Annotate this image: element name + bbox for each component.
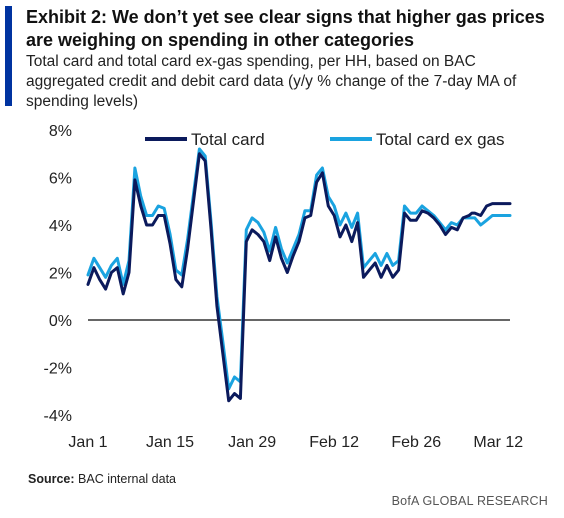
series-line-total-card-ex-gas: [86, 147, 512, 391]
y-axis: 8% 6% 4% 2% 0% -2% -4%: [44, 123, 72, 425]
y-tick-label: 8%: [49, 123, 72, 140]
y-tick-label: 0%: [49, 313, 72, 330]
title-accent-bar: [5, 6, 12, 106]
legend-label-total-card-ex-gas: Total card ex gas: [376, 130, 505, 149]
y-tick-label: -4%: [44, 408, 72, 425]
x-tick-label: Jan 1: [68, 434, 107, 451]
legend-label-total-card: Total card: [191, 130, 265, 149]
x-tick-label: Jan 29: [228, 434, 276, 451]
x-tick-label: Mar 12: [473, 434, 523, 451]
y-tick-label: -2%: [44, 361, 72, 378]
x-tick-label: Jan 15: [146, 434, 194, 451]
source-label: Source:: [28, 472, 75, 486]
x-axis: Jan 1 Jan 15 Jan 29 Feb 12 Feb 26 Mar 12: [68, 434, 523, 451]
line-chart: 8% 6% 4% 2% 0% -2% -4% Jan 1 Jan 15 Jan 29 Feb 12…: [44, 123, 524, 451]
exhibit-title: Exhibit 2: We don’t yet see clear signs …: [26, 7, 545, 50]
brand-footer: BofA GLOBAL RESEARCH: [391, 494, 548, 508]
y-tick-label: 2%: [49, 266, 72, 283]
chart-legend: Total card Total card ex gas: [145, 130, 505, 149]
exhibit-subtitle: Total card and total card ex-gas spendin…: [26, 53, 517, 110]
series-line-total-card: [86, 152, 512, 403]
exhibit-header: Exhibit 2: We don’t yet see clear signs …: [26, 6, 558, 112]
x-tick-label: Feb 26: [391, 434, 441, 451]
source-note: Source: BAC internal data: [28, 472, 176, 486]
y-tick-label: 6%: [49, 171, 72, 188]
series-lines: [86, 147, 512, 403]
source-text: BAC internal data: [78, 472, 177, 486]
y-tick-label: 4%: [49, 218, 72, 235]
x-tick-label: Feb 12: [309, 434, 359, 451]
